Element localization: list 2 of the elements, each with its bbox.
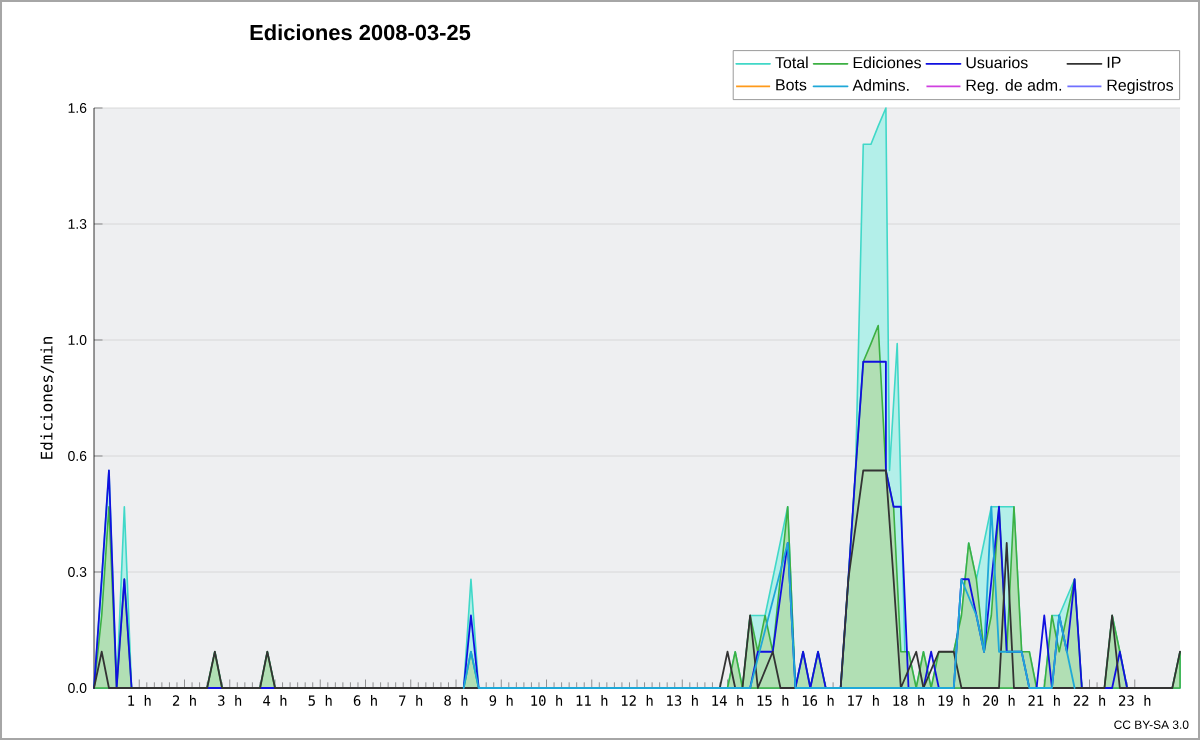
line-series: [462, 505, 1076, 689]
chart-title: Ediciones 2008-03-25: [250, 24, 471, 41]
